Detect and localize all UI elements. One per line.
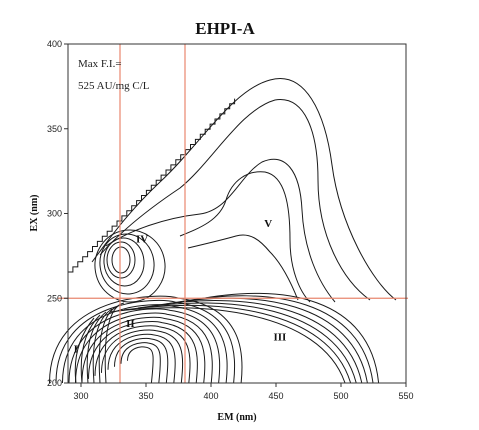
contour-line — [55, 299, 236, 384]
y-axis-label: EX (nm) — [29, 195, 40, 232]
contour-lines — [49, 78, 397, 384]
y-tick-label: 350 — [47, 124, 62, 134]
contour-line — [137, 302, 357, 384]
plot-area — [49, 43, 408, 384]
contour-line — [101, 329, 184, 384]
contour-line — [74, 317, 95, 384]
annotation-line-1: Max F.I.= — [78, 58, 122, 70]
region-label: III — [273, 332, 286, 344]
x-axis: 300 350 400 450 500 550 — [73, 383, 414, 401]
contour-line — [80, 314, 101, 384]
y-axis: 200 250 300 350 400 — [47, 39, 68, 388]
contour-line — [99, 233, 155, 295]
contour-line — [165, 297, 368, 384]
scatter-mask-edge — [68, 98, 236, 273]
contour-line — [92, 308, 113, 384]
contour-line — [104, 302, 125, 384]
contour-line — [179, 295, 374, 384]
contour-line — [103, 237, 145, 287]
y-tick-label: 400 — [47, 39, 62, 49]
x-tick-label: 550 — [398, 391, 413, 401]
contour-line — [68, 308, 221, 384]
contour-line — [187, 234, 299, 301]
y-tick-label: 200 — [47, 378, 62, 388]
contour-line — [75, 312, 213, 384]
contour-line — [99, 99, 371, 301]
y-tick-label: 300 — [47, 209, 62, 219]
contour-line — [109, 307, 346, 384]
plot-frame — [67, 43, 407, 384]
x-axis-label: EM (nm) — [217, 412, 256, 423]
contour-line — [111, 246, 131, 274]
contour-line — [62, 304, 228, 384]
x-tick-label: 300 — [73, 391, 88, 401]
x-tick-label: 400 — [203, 391, 218, 401]
x-tick-label: 350 — [138, 391, 153, 401]
x-tick-label: 500 — [333, 391, 348, 401]
contour-line — [193, 292, 380, 384]
contour-line — [94, 229, 166, 303]
region-label: V — [264, 218, 272, 230]
contour-line — [91, 78, 397, 301]
contour-line — [151, 300, 363, 384]
contour-line — [86, 311, 107, 384]
contour-line — [179, 171, 311, 303]
x-tick-label: 450 — [268, 391, 283, 401]
contour-line — [120, 342, 161, 384]
chart-title: EHPI-A — [195, 19, 255, 38]
contour-line — [127, 346, 154, 384]
contour-line — [49, 295, 243, 384]
contour-line — [98, 305, 119, 384]
contour-line — [106, 241, 136, 279]
y-tick-label: 250 — [47, 293, 62, 303]
region-label: II — [126, 318, 135, 330]
contour-line — [123, 304, 352, 384]
contour-line — [81, 316, 206, 384]
region-label: I — [74, 343, 78, 355]
region-label: IV — [136, 233, 148, 245]
annotation-line-2: 525 AU/mg C/L — [78, 80, 150, 92]
contour-line — [107, 333, 176, 384]
contour-line — [105, 158, 336, 303]
region-boundary-lines — [58, 44, 408, 383]
